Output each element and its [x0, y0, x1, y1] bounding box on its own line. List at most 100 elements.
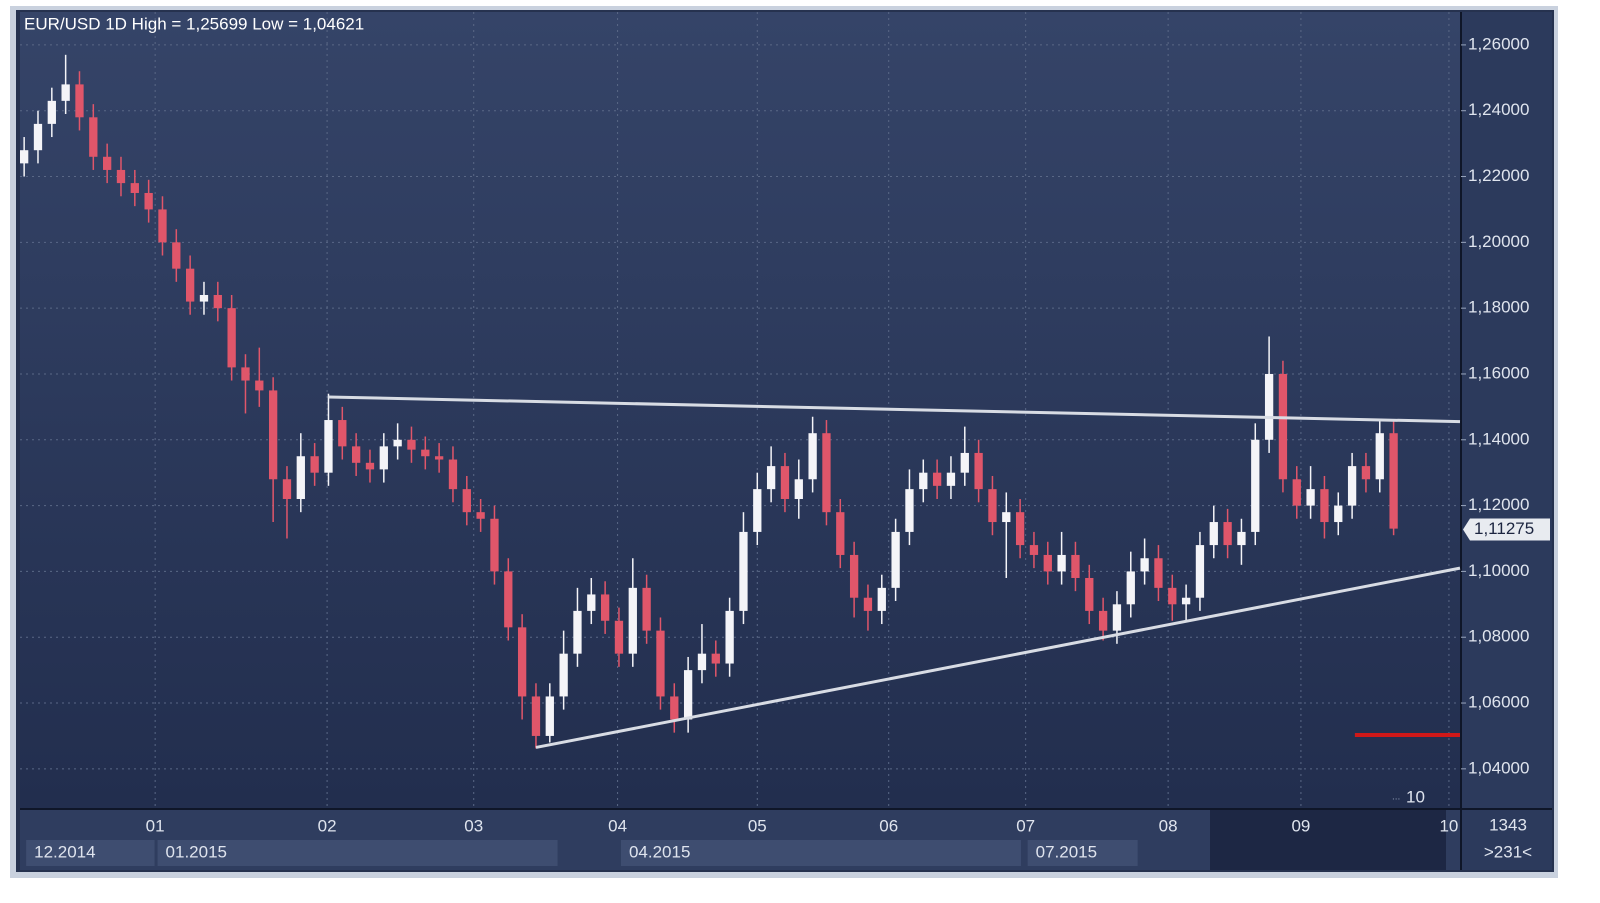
candle-body [932, 472, 942, 486]
candle-body [1278, 373, 1288, 480]
plot-area [20, 12, 1460, 808]
candle-body [545, 696, 554, 736]
candle-body [185, 268, 195, 302]
candle-body [1251, 439, 1260, 532]
candle-body [199, 294, 209, 302]
candle-body [1029, 545, 1039, 555]
candle-body [130, 183, 139, 193]
candle-body [1320, 489, 1329, 523]
period-label: 12.2014 [34, 842, 95, 861]
candle-body [1098, 610, 1108, 631]
candle-body [75, 84, 84, 118]
period-label: 07.2015 [1036, 842, 1097, 861]
candle-body [476, 512, 485, 519]
scroll-area [1210, 810, 1446, 870]
candle-body [434, 456, 444, 460]
candle-body [905, 489, 914, 532]
candle-body [241, 367, 250, 381]
last-price-label: 1,11275 [1474, 519, 1534, 538]
candle-body [393, 439, 402, 447]
candle-body [739, 531, 748, 611]
trendline [328, 395, 1461, 424]
candle-body [158, 209, 167, 243]
period-box [1027, 840, 1138, 866]
candle-body [448, 459, 458, 490]
candle-body [1002, 512, 1011, 523]
candle-body [1195, 545, 1205, 598]
candle-body [213, 294, 222, 309]
candle-body [600, 594, 610, 621]
candle-body [849, 554, 859, 598]
candle-body [974, 452, 983, 490]
candle-body [172, 242, 181, 269]
candle-body [1306, 489, 1315, 506]
candle-body [836, 512, 845, 555]
candle-body [559, 653, 568, 697]
x-tick-label: 01 [146, 816, 165, 835]
candle-body [490, 518, 499, 572]
candle-body [462, 489, 471, 513]
candle-body [1334, 505, 1343, 523]
scroll-label[interactable]: >231< [1484, 842, 1532, 861]
bar-count: 1343 [1489, 815, 1527, 834]
indicator-label: 10 [1406, 787, 1425, 806]
candle-body [89, 117, 98, 157]
candle-body [517, 627, 527, 697]
period-box [157, 840, 558, 866]
candle-body [61, 84, 70, 101]
candle-body [628, 587, 637, 654]
indicator-dots: ... [1392, 792, 1400, 803]
candle-body [1389, 433, 1398, 529]
candle-body [670, 696, 679, 720]
candle-body [683, 670, 693, 720]
axis-corner [1462, 810, 1552, 870]
y-tick-label: 1,20000 [1468, 232, 1529, 251]
y-tick-label: 1,08000 [1468, 627, 1529, 646]
x-tick-label: 06 [879, 816, 898, 835]
candle-body [1361, 466, 1371, 480]
candle-body [268, 390, 278, 480]
candle-body [794, 479, 803, 500]
candle-body [863, 597, 873, 611]
candle-body [1292, 479, 1301, 506]
x-tick-label: 04 [608, 816, 627, 835]
candle-body [711, 653, 720, 664]
candle-body [20, 150, 29, 164]
candle-body [1168, 587, 1177, 605]
x-tick-label: 03 [464, 816, 483, 835]
candle-body [33, 123, 43, 151]
y-tick-label: 1,14000 [1468, 429, 1529, 448]
y-tick-label: 1,18000 [1468, 298, 1529, 317]
candle-body [766, 466, 776, 490]
candle-body [642, 587, 651, 631]
y-tick-label: 1,22000 [1468, 166, 1529, 185]
candle-body [351, 446, 361, 463]
candles [20, 54, 1398, 749]
candle-body [877, 587, 886, 611]
y-tick-label: 1,16000 [1468, 363, 1529, 382]
candle-body [47, 100, 56, 124]
candle-body [946, 472, 956, 486]
y-tick-label: 1,04000 [1468, 758, 1529, 777]
candle-body [102, 156, 112, 170]
x-tick-label: 05 [748, 816, 767, 835]
candle-body [144, 192, 153, 210]
period-box [620, 840, 1021, 866]
candle-body [780, 466, 790, 500]
candle-body [504, 571, 513, 628]
chart-title: EUR/USD 1D High = 1,25699 Low = 1,04621 [24, 14, 364, 33]
candle-body [338, 420, 347, 447]
candle-body [379, 446, 388, 470]
x-tick-label: 07 [1016, 816, 1035, 835]
candle-body [573, 610, 582, 654]
candle-body [1071, 554, 1080, 578]
candle-body [1181, 597, 1191, 605]
candle-body [1112, 604, 1122, 631]
candle-body [808, 433, 817, 480]
period-box [26, 840, 155, 866]
candle-body [822, 433, 831, 513]
candle-body [697, 653, 707, 671]
x-tick-label: 02 [318, 816, 337, 835]
x-tick-label: 08 [1159, 816, 1178, 835]
